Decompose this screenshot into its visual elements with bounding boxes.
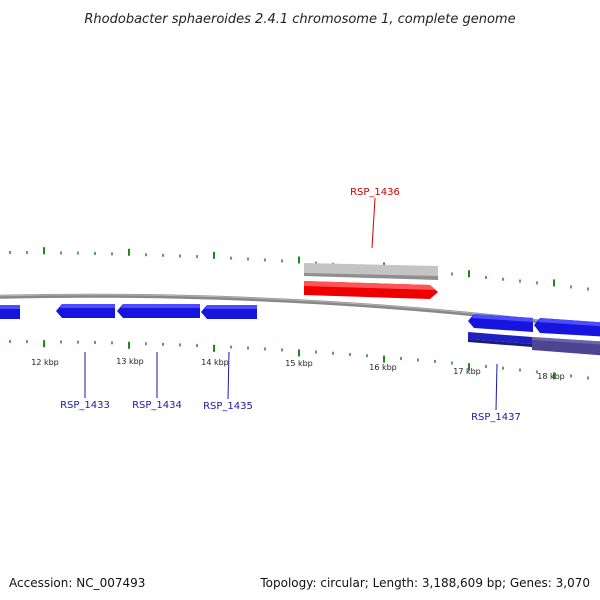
scale-label-16kbp: 16 kbp [369,363,397,372]
gene-label-RSP_1434-group[interactable]: RSP_1434 [132,352,182,411]
gene-label-RSP_1433-group[interactable]: RSP_1433 [60,352,110,411]
gene-RSP_1436[interactable] [304,281,438,299]
gene-label-RSP_1434[interactable]: RSP_1434 [132,400,182,411]
gene-label-RSP_1437[interactable]: RSP_1437 [471,412,521,423]
gene-label-RSP_1436[interactable]: RSP_1436 [350,187,400,198]
scale-label-15kbp: 15 kbp [285,359,313,368]
scale-label-14kbp: 14 kbp [201,358,229,367]
map-title: Rhodobacter sphaeroides 2.4.1 chromosome… [84,12,515,27]
gene-label-RSP_1437-group[interactable]: RSP_1437 [471,363,521,423]
gene-RSP_1433[interactable] [56,304,115,318]
accession-text: Accession: NC_007493 [9,576,146,590]
genome-summary-text: Topology: circular; Length: 3,188,609 bp… [260,576,590,590]
upper-tick-row [9,247,589,291]
gene-label-RSP_1433[interactable]: RSP_1433 [60,400,110,411]
selected-forward-gene-bar[interactable] [304,263,438,280]
gene-RSP_1435[interactable] [201,305,257,319]
scale-label-18kbp: 18 kbp [537,372,565,381]
gene-label-RSP_1436-group[interactable]: RSP_1436 [350,187,400,249]
scale-labels: 12 kbp 13 kbp 14 kbp 15 kbp 16 kbp 17 kb… [31,357,565,381]
gene-label-RSP_1435[interactable]: RSP_1435 [203,401,253,412]
scale-label-17kbp: 17 kbp [453,367,481,376]
gene-RSP_1437[interactable] [468,314,600,337]
selected-reverse-gene-bar[interactable] [468,332,600,356]
gene-partial-left[interactable] [0,305,20,319]
gene-label-RSP_1435-group[interactable]: RSP_1435 [203,351,253,412]
lower-tick-row [9,340,589,380]
scale-label-13kbp: 13 kbp [116,357,144,366]
gene-RSP_1434[interactable] [117,304,200,318]
scale-label-12kbp: 12 kbp [31,358,59,367]
